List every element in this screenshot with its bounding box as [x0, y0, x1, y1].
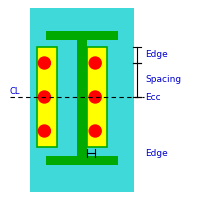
Circle shape [89, 57, 101, 69]
Circle shape [38, 57, 50, 69]
Circle shape [89, 91, 101, 103]
Text: Spacing: Spacing [145, 75, 181, 84]
Circle shape [38, 91, 50, 103]
Circle shape [38, 125, 50, 137]
Bar [30, 8, 134, 192]
Text: Ecc: Ecc [145, 92, 161, 102]
Bar [87, 47, 107, 147]
Text: Edge: Edge [145, 50, 168, 59]
Bar [46, 156, 118, 165]
Bar [46, 31, 118, 40]
Bar [37, 47, 57, 147]
Text: CL: CL [10, 87, 21, 96]
Text: Edge: Edge [145, 148, 168, 158]
Circle shape [89, 125, 101, 137]
Bar [77, 40, 87, 165]
